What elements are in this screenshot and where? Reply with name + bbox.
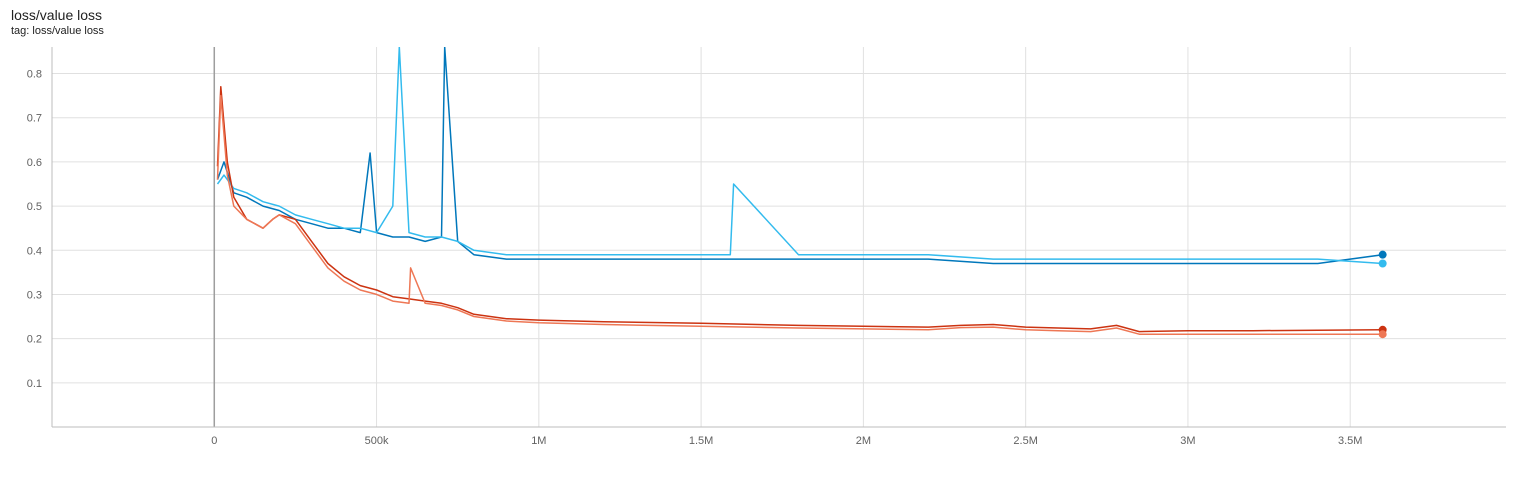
series-line-4[interactable] bbox=[216, 94, 1383, 335]
x-tick-label: 2.5M bbox=[1013, 435, 1037, 447]
y-tick-label: 0.1 bbox=[27, 378, 42, 390]
x-tick-label: 0 bbox=[211, 435, 217, 447]
x-tick-label: 1.5M bbox=[689, 435, 713, 447]
series-end-marker-1[interactable] bbox=[1378, 250, 1387, 259]
x-tick-label: 3.5M bbox=[1338, 435, 1362, 447]
series-end-marker-2[interactable] bbox=[1378, 259, 1387, 268]
chart-tag: tag: loss/value loss bbox=[11, 25, 104, 37]
y-tick-label: 0.7 bbox=[27, 113, 42, 125]
y-tick-label: 0.3 bbox=[27, 289, 42, 301]
series-line-2[interactable] bbox=[216, 47, 1383, 265]
y-tick-label: 0.4 bbox=[27, 245, 42, 257]
y-tick-label: 0.6 bbox=[27, 157, 42, 169]
x-tick-label: 3M bbox=[1180, 435, 1195, 447]
y-tick-label: 0.2 bbox=[27, 334, 42, 346]
series-group bbox=[216, 47, 1387, 339]
x-tick-label: 500k bbox=[365, 435, 389, 447]
x-tick-label: 1M bbox=[531, 435, 546, 447]
y-tick-label: 0.8 bbox=[27, 69, 42, 81]
series-line-1[interactable] bbox=[216, 47, 1383, 265]
grid bbox=[52, 47, 1506, 427]
axes bbox=[51, 47, 1506, 428]
y-tick-label: 0.5 bbox=[27, 201, 42, 213]
series-end-marker-4[interactable] bbox=[1378, 330, 1387, 339]
tick-labels: 0.1 0.2 0.3 0.4 0.5 0.6 0.7 0.8 0 500k 1M 1.5M 2M 2.5… bbox=[27, 69, 1363, 447]
chart-title: loss/value loss bbox=[11, 7, 103, 23]
x-tick-label: 2M bbox=[856, 435, 871, 447]
